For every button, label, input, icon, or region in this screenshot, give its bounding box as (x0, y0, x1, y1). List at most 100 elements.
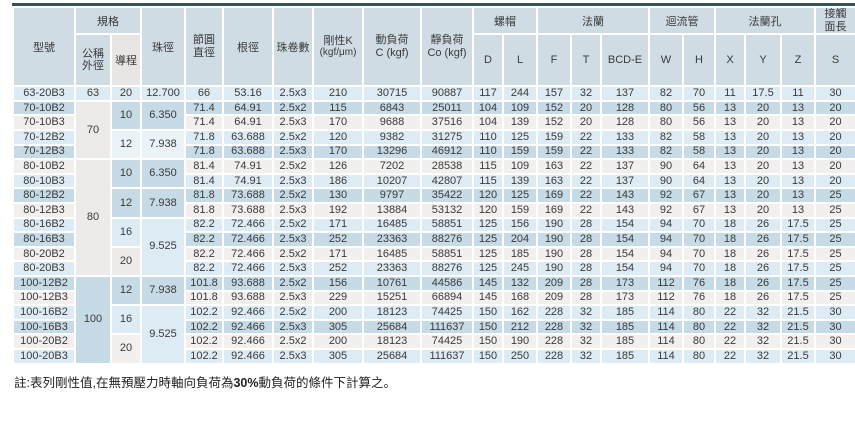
value-cell: 18 (714, 216, 746, 234)
value-cell: 22 (570, 143, 602, 161)
col-header-X: X (714, 33, 746, 88)
spec-cell: 70 (74, 99, 112, 161)
value-cell: 92.466 (222, 333, 274, 350)
table-body: 63-20B3 63 20 12.700 66 53.16 2.5x3 210 30715 908… (12, 85, 855, 365)
table-row: 70-10B2 70 10 6.350 71.4 64.91 2.5x2 115 6843 250… (12, 99, 855, 161)
value-cell: 90 (648, 158, 684, 175)
value-cell: 26 (744, 260, 782, 277)
value-cell: 305 (312, 347, 364, 365)
value-cell: 154 (600, 216, 650, 234)
value-cell: 17.5 (779, 275, 817, 292)
value-cell: 30 (814, 347, 855, 365)
value-cell: 154 (600, 245, 650, 263)
value-cell: 137 (600, 85, 650, 102)
value-cell: 37516 (420, 114, 474, 132)
value-cell: 25 (814, 202, 855, 219)
value-cell: 2.5x2 (272, 129, 314, 146)
value-cell: 31275 (420, 129, 474, 146)
value-cell: 2.5x3 (272, 318, 314, 336)
value-cell: 190 (536, 231, 572, 248)
value-cell: 7202 (362, 158, 422, 175)
value-cell: 20 (744, 187, 782, 205)
value-cell: 22 (714, 304, 746, 321)
value-cell: 22 (570, 202, 602, 219)
value-cell: 70 (682, 85, 716, 102)
value-cell: 70 (682, 245, 716, 263)
value-cell: 22 (714, 347, 746, 365)
value-cell: 125 (502, 187, 538, 205)
value-cell: 125 (502, 129, 538, 146)
table-row: 80-16B3 82.2 72.466 2.5x3 252 23363 88276 125 20… (12, 231, 855, 248)
value-cell: 2.5x2 (272, 304, 314, 321)
model-cell: 70-10B3 (12, 114, 76, 132)
value-cell: 2.5x2 (272, 216, 314, 234)
value-cell: 82.2 (184, 245, 224, 263)
col-header-ball-dia: 珠徑 (140, 5, 186, 88)
spec-cell: 16 (110, 304, 142, 336)
value-cell: 32 (744, 318, 782, 336)
table-row: 80-10B2 80 10 6.350 81.4 74.91 2.5x2 126 7202 285… (12, 158, 855, 277)
value-cell: 159 (536, 129, 572, 146)
value-cell: 2.5x3 (272, 172, 314, 190)
model-cell: 100-12B2 (12, 275, 76, 292)
value-cell: 150 (472, 347, 504, 365)
value-cell: 81.4 (184, 158, 224, 175)
spec-cell: 20 (110, 245, 142, 278)
value-cell: 209 (536, 289, 572, 307)
value-cell: 25684 (362, 318, 422, 336)
value-cell: 28 (570, 289, 602, 307)
value-cell: 56 (682, 99, 716, 117)
value-cell: 169 (536, 202, 572, 219)
value-cell: 139 (502, 172, 538, 190)
value-cell: 81.4 (184, 172, 224, 190)
table-row: 70-12B2 12 7.938 71.8 63.688 2.5x2 120 9382 3127… (12, 129, 855, 161)
value-cell: 159 (502, 202, 538, 219)
col-header-contact-length: 接觸 面長 (814, 5, 855, 36)
value-cell: 58 (682, 129, 716, 146)
value-cell: 228 (536, 333, 572, 350)
value-cell: 82.2 (184, 260, 224, 277)
value-cell: 21.5 (779, 347, 817, 365)
value-cell: 92.466 (222, 347, 274, 365)
value-cell: 114 (648, 304, 684, 321)
value-cell: 10761 (362, 275, 422, 292)
col-header-nominal-od: 公稱 外徑 (74, 33, 112, 88)
value-cell: 80 (648, 114, 684, 132)
value-cell: 13 (779, 187, 817, 205)
value-cell: 82 (648, 129, 684, 146)
value-cell: 228 (536, 304, 572, 321)
value-cell: 18123 (362, 333, 422, 350)
value-cell: 64 (682, 172, 716, 190)
value-cell: 82.2 (184, 216, 224, 234)
value-cell: 2.5x3 (272, 143, 314, 161)
value-cell: 190 (502, 333, 538, 350)
value-cell: 2.5x2 (272, 245, 314, 263)
value-cell: 64.91 (222, 99, 274, 117)
spec-table: 型號 規格 珠徑 節圓 直徑 根徑 珠卷數 剛性K (kgf/μm) 動負荷 C… (12, 5, 855, 365)
value-cell: 28 (570, 275, 602, 292)
value-cell: 26 (744, 245, 782, 263)
value-cell: 13 (714, 202, 746, 219)
value-cell: 28 (570, 231, 602, 248)
value-cell: 114 (648, 333, 684, 350)
value-cell: 16485 (362, 245, 422, 263)
model-cell: 100-16B2 (12, 304, 76, 321)
value-cell: 143 (600, 202, 650, 219)
value-cell: 229 (312, 289, 364, 307)
value-cell: 250 (502, 347, 538, 365)
value-cell: 133 (600, 129, 650, 146)
value-cell: 28 (570, 216, 602, 234)
value-cell: 80 (682, 318, 716, 336)
col-header-L: L (502, 33, 538, 88)
footnote: 註:表列剛性值,在無預壓力時軸向負荷為30%動負荷的條件下計算之。 (14, 375, 396, 390)
value-cell: 35422 (420, 187, 474, 205)
value-cell: 185 (600, 304, 650, 321)
value-cell: 66894 (420, 289, 474, 307)
value-cell: 228 (536, 318, 572, 336)
model-cell: 80-16B2 (12, 216, 76, 234)
model-cell: 80-10B3 (12, 172, 76, 190)
value-cell: 112 (648, 289, 684, 307)
value-cell: 90 (648, 172, 684, 190)
value-cell: 9797 (362, 187, 422, 205)
value-cell: 25 (814, 260, 855, 277)
